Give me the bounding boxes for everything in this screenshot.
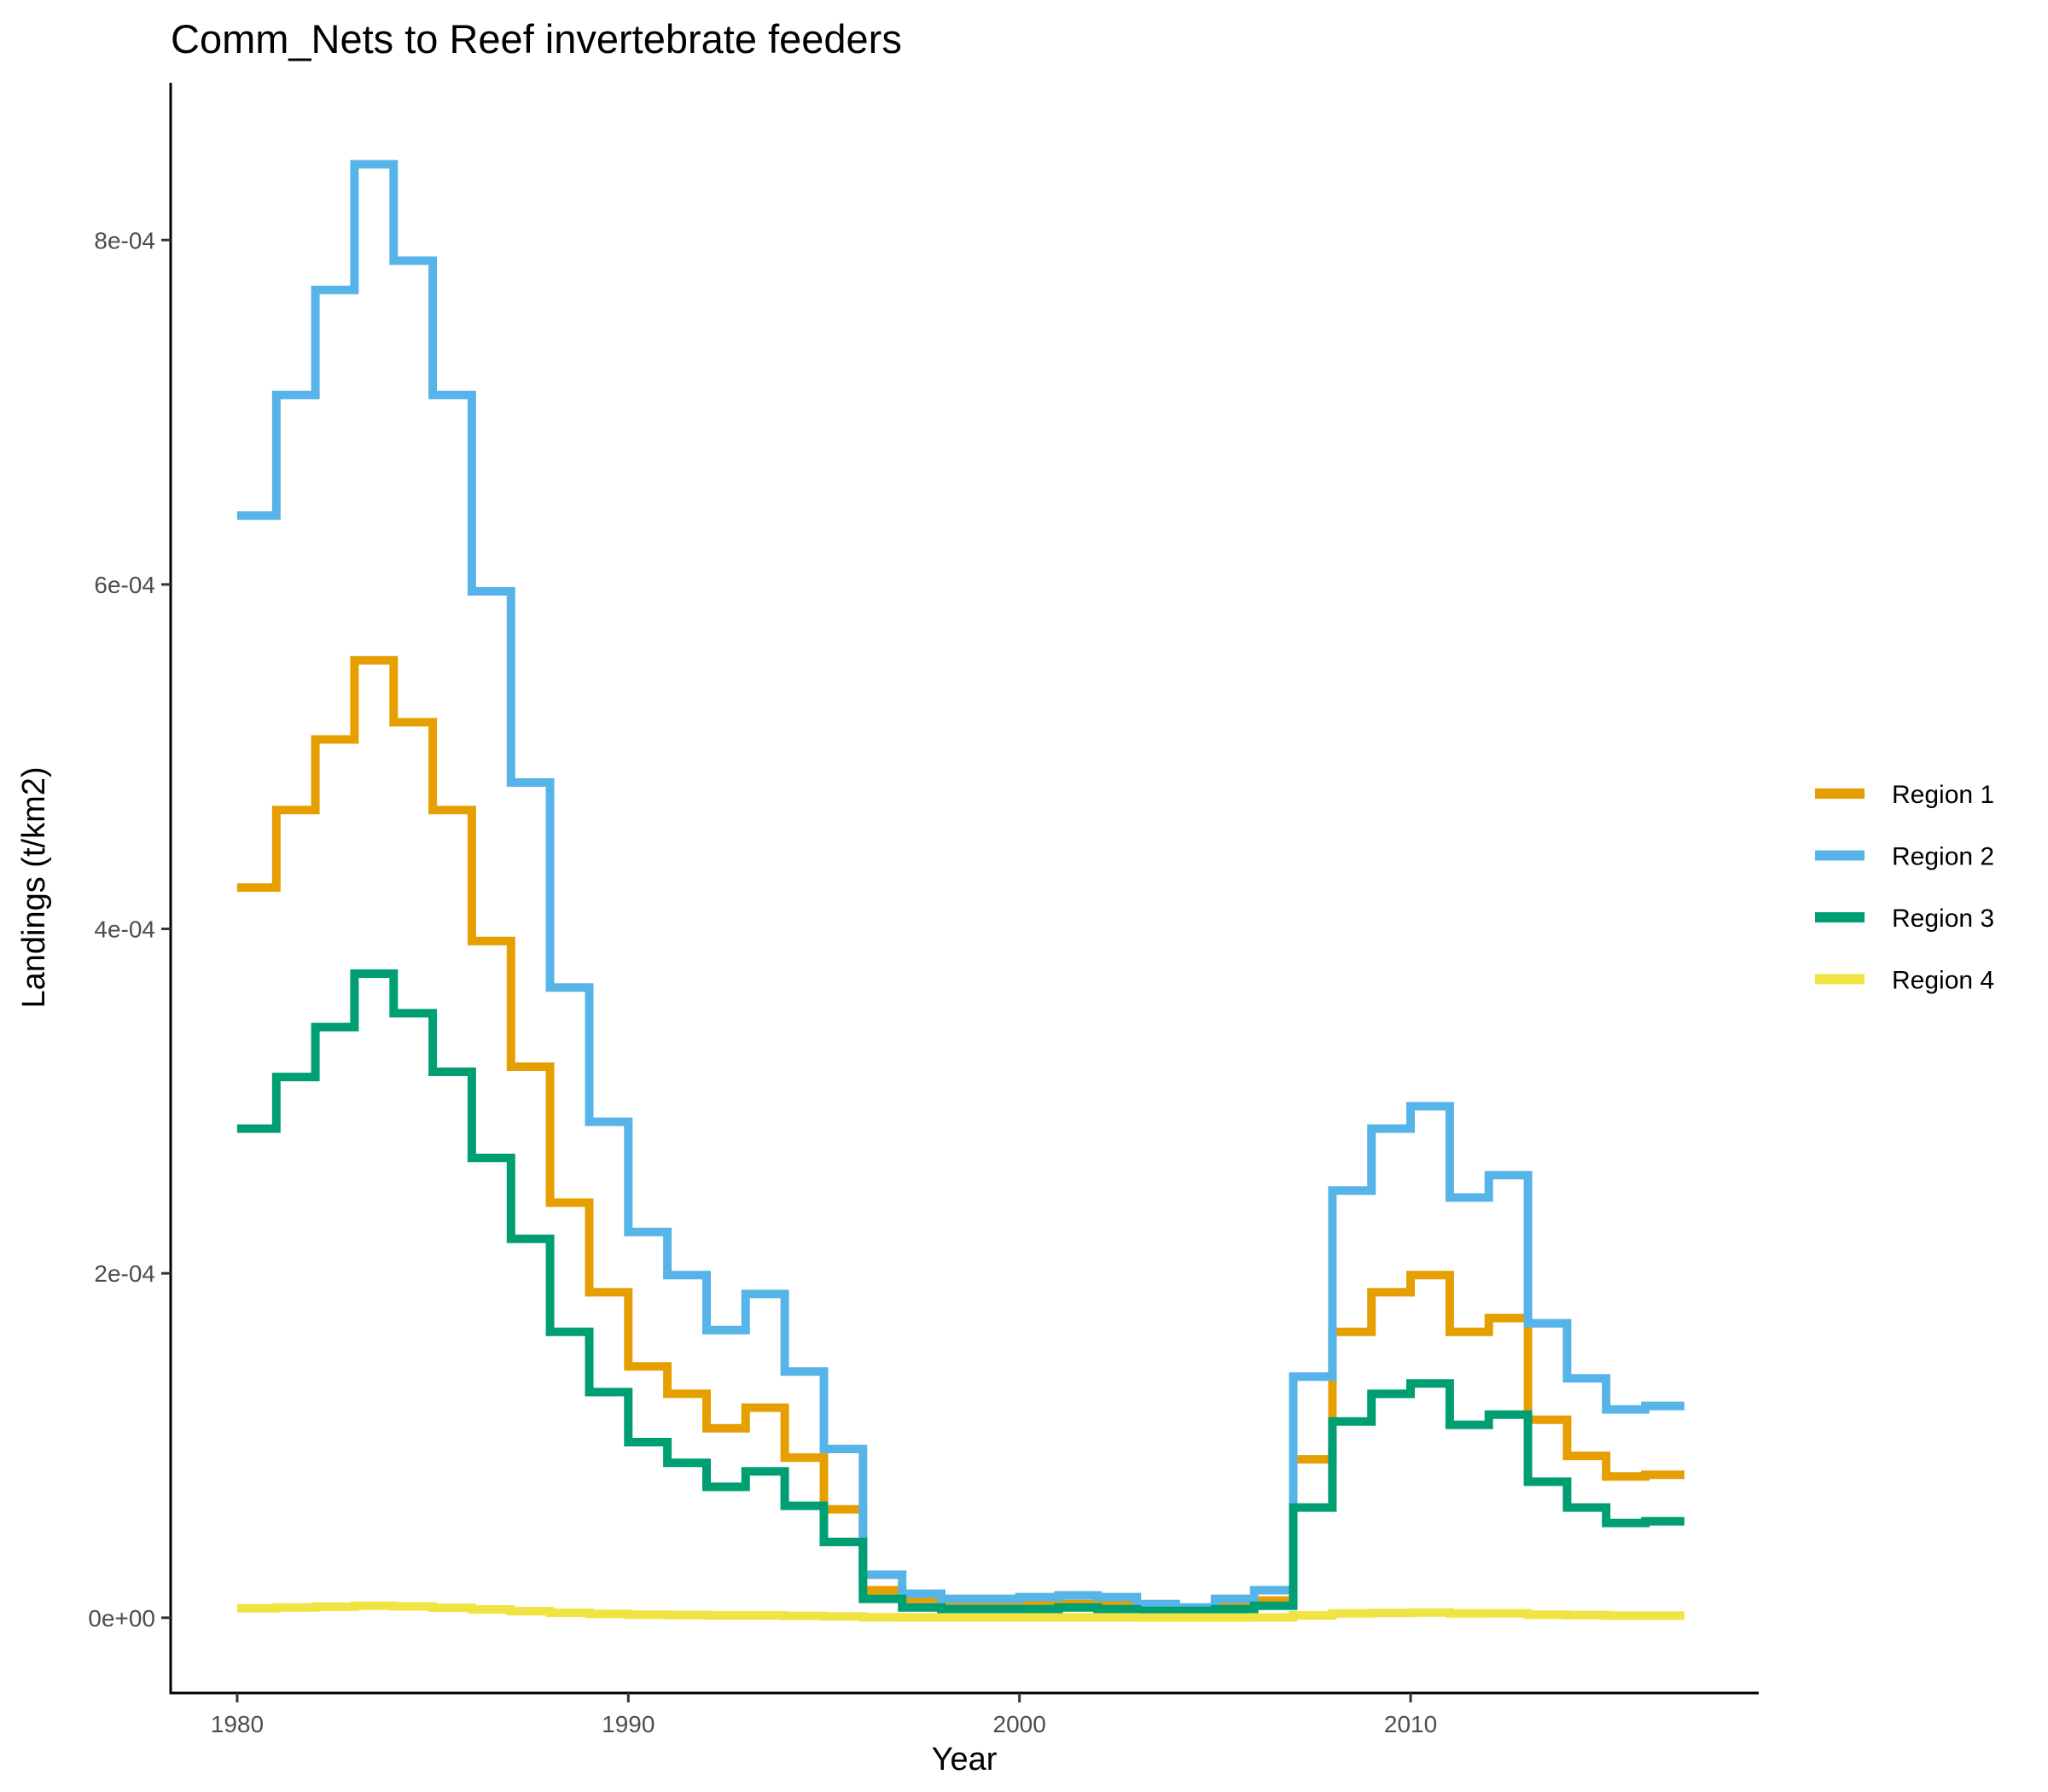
y-tick-label: 8e-04 [94,227,155,253]
x-axis-title: Year [932,1742,998,1777]
legend: Region 1 Region 2 Region 3 Region 4 [1815,781,1994,995]
legend-item: Region 3 [1815,905,1994,933]
chart-title: Comm_Nets to Reef invertebrate feeders [171,16,902,61]
y-tick-label: 0e+00 [88,1605,155,1632]
legend-item: Region 2 [1815,843,1994,871]
x-tick-label: 1990 [602,1711,655,1737]
x-tick-label: 2000 [993,1711,1046,1737]
y-tick-label: 2e-04 [94,1260,155,1287]
y-axis-ticks: 0e+00 2e-04 4e-04 6e-04 8e-04 [88,227,171,1632]
series-line-region-2 [236,160,1684,1612]
series-line-region-1 [236,655,1684,1614]
legend-item: Region 1 [1815,781,1994,809]
y-tick-label: 6e-04 [94,572,155,598]
legend-label: Region 1 [1892,781,1994,809]
x-tick-label: 1980 [211,1711,264,1737]
legend-label: Region 2 [1892,843,1994,871]
legend-label: Region 3 [1892,905,1994,933]
y-axis-title: Landings (t/km2) [16,766,52,1008]
series-line-region-4 [236,1601,1684,1622]
y-tick-label: 4e-04 [94,916,155,943]
x-axis-ticks: 1980 1990 2000 2010 [211,1693,1437,1737]
legend-item: Region 4 [1815,967,1994,995]
x-tick-label: 2010 [1384,1711,1437,1737]
legend-label: Region 4 [1892,967,1994,995]
series-layer [236,160,1684,1622]
series-line-region-3 [236,969,1684,1615]
